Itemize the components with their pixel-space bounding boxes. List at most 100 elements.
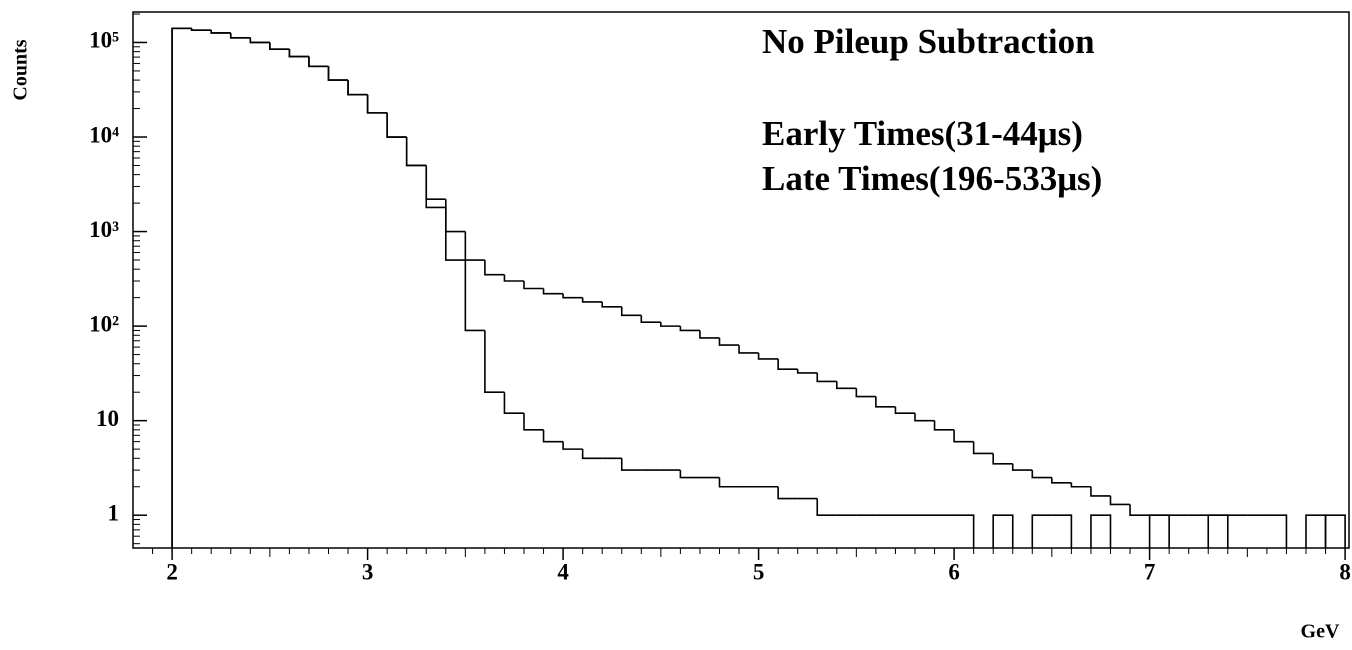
histogram-bin [796,369,818,374]
histogram-bin [484,260,505,276]
histogram-bin [699,330,720,339]
y-axis-label: Counts [10,39,32,100]
histogram-bin [210,30,231,34]
histogram-bin [171,27,192,548]
histogram-bin [562,441,583,450]
histogram-bin [992,514,1014,548]
plot-frame [132,11,1350,549]
histogram-bin [1070,482,1091,488]
histogram-bin [523,281,544,290]
histogram-bin [523,413,544,431]
histogram-bin [1266,514,1288,548]
y-tick-label: 10 [96,406,119,431]
x-tick-label: 5 [753,559,765,584]
histogram-bin [464,260,485,332]
histogram-bin [288,49,309,58]
x-axis-label: GeV [1301,621,1340,643]
histogram-bin [1207,514,1229,548]
histogram-bin [914,413,935,422]
y-tick-label: 10³ [89,217,119,242]
histogram-bin [855,388,876,398]
histogram-bin [1090,514,1112,548]
histogram-bin [1051,514,1073,548]
histogram-bin [1305,514,1327,548]
histogram-bin [425,165,446,200]
histogram-bin [347,80,368,96]
histogram-bin [503,392,524,414]
histogram-bin [875,396,896,408]
histogram-bin [1051,477,1072,484]
histogram-bin [992,453,1013,465]
histogram-bin [171,27,192,548]
histogram-bin [894,406,915,414]
histogram-bin [464,231,485,261]
histogram-bin [562,293,583,299]
histogram-bin [816,372,837,383]
x-tick-label: 2 [166,559,178,584]
histogram-bin [347,80,368,96]
histogram-bin [444,207,466,261]
histogram-bin [679,470,700,479]
x-tick-label: 7 [1144,559,1156,584]
histogram-bin [249,37,270,44]
histogram-bin [405,137,427,167]
y-tick-label: 1 [108,500,120,525]
histogram-bin [679,326,700,332]
histogram-bin [601,301,622,308]
histogram-bin [386,112,407,138]
histogram-bin [1324,514,1346,548]
histogram-bin [308,56,329,68]
histogram-bin [288,49,309,58]
histogram-bin [620,306,642,317]
y-tick-label: 10² [89,311,119,336]
histogram-bin [327,66,349,81]
x-tick-label: 6 [948,559,960,584]
histogram-bin [444,199,466,233]
histogram-bin [269,42,290,50]
histogram-bin [405,137,427,167]
histogram-bin [1090,486,1111,497]
histogram-bin [718,477,740,488]
histogram-bin [366,94,388,114]
histogram-bin [1148,514,1170,548]
histogram-bin [835,381,857,390]
x-tick-label: 4 [557,559,569,584]
histogram-bin [816,498,837,517]
histogram-bin [1109,495,1131,506]
legend-entry: Early Times(31-44μs) [762,114,1083,153]
histogram-bin [269,42,290,50]
histogram-bin [933,420,955,431]
histogram-bin [1031,470,1052,479]
histogram-bin [484,330,505,393]
histogram-bin [229,32,251,39]
y-tick-label: 10⁵ [89,28,119,53]
x-tick-label: 8 [1339,559,1351,584]
histogram-bin [640,315,661,323]
histogram-bin [542,429,564,443]
histogram-bin [660,322,681,327]
histogram-bin [503,274,524,282]
x-tick-label: 3 [362,559,374,584]
histogram-bin [757,352,779,360]
histogram-bin [386,112,407,138]
histogram-bin [954,514,975,548]
histogram-bin [777,486,798,500]
histogram-bin [777,358,798,371]
histogram-bin [542,288,564,295]
chart-title: No Pileup Subtraction [762,22,1095,61]
histogram-bin [972,441,994,455]
histogram-bin [308,56,329,68]
histogram-bin [620,458,642,471]
histogram-bin [581,297,603,303]
histogram-bin [1129,504,1150,517]
histogram-bin [425,165,446,209]
histogram-bin [1031,514,1052,548]
y-tick-label: 10⁴ [89,122,119,147]
histogram-bin [327,66,349,81]
histogram-bin [718,337,740,346]
histogram-bin [738,345,759,354]
histogram-bin [1011,463,1033,471]
histogram-bin [366,94,388,114]
